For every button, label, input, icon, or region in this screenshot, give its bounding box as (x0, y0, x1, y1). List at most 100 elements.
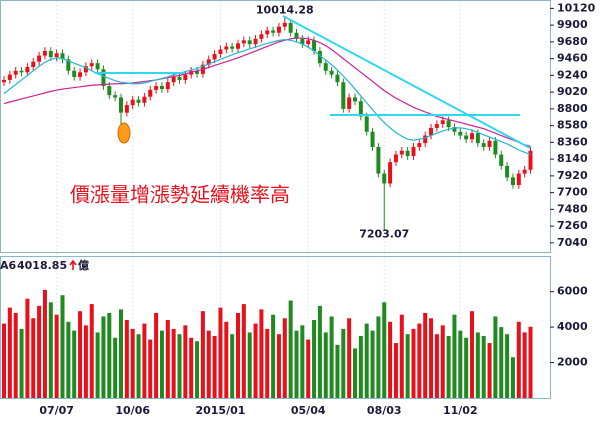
volume-bar (288, 300, 293, 398)
candle-body (42, 51, 47, 56)
candle-body (353, 97, 357, 102)
volume-bar (516, 321, 521, 398)
candle-body (241, 40, 246, 44)
volume-bar (13, 312, 18, 398)
volume-bar (306, 339, 311, 398)
moving-average (3, 38, 531, 156)
volume-bar (271, 314, 276, 398)
candle-body (259, 34, 264, 39)
candle-body (440, 120, 445, 125)
volume-bar (265, 328, 270, 398)
volume-bar (124, 320, 129, 398)
candle-body (499, 154, 504, 166)
candle-body (183, 74, 188, 80)
volume-bar (317, 305, 322, 398)
volume-bar (434, 334, 439, 398)
candle-body (154, 86, 159, 90)
x-tick-label: 2015/01 (195, 404, 245, 417)
candle-body (505, 165, 510, 178)
volume-bar (19, 328, 24, 398)
volume-bar (499, 327, 504, 398)
candle-body (300, 38, 305, 45)
volume-bar (323, 332, 328, 398)
volume-bar (470, 311, 474, 398)
candle-body (475, 133, 480, 144)
volume-bar (83, 325, 88, 398)
candle-body (370, 131, 375, 147)
volume-bar (335, 344, 340, 398)
volume-bar (183, 325, 188, 398)
volume-bar (66, 321, 71, 398)
volume-bar (113, 337, 118, 398)
candle-body (113, 95, 118, 98)
volume-bar (236, 312, 240, 398)
candle-body (95, 63, 100, 70)
volume-bar (475, 332, 480, 398)
candle-body (329, 70, 334, 75)
candle-body (446, 120, 451, 128)
candle-body (265, 30, 270, 35)
candle-body (317, 51, 322, 64)
x-tick-label: 08/03 (367, 404, 402, 417)
volume-bar (206, 330, 211, 398)
candle-body (31, 61, 36, 67)
candle-body (89, 63, 94, 67)
volume-bar (411, 328, 416, 398)
volume-unit: 億 (78, 258, 89, 272)
candle-body (434, 124, 439, 128)
volume-bar (218, 307, 223, 398)
volume-bar (276, 334, 281, 398)
volume-bar (154, 312, 159, 398)
x-tick-label: 07/07 (39, 404, 74, 417)
x-tick-label: 10/06 (115, 404, 150, 417)
candle-body (7, 74, 12, 80)
volume-bar (48, 302, 53, 398)
candle-body (382, 173, 387, 184)
volume-bar (423, 312, 428, 398)
volume-bar (241, 304, 246, 398)
candle-body (458, 131, 463, 136)
candle-body (25, 66, 30, 73)
volume-bar (329, 316, 334, 398)
candle-body (37, 55, 42, 62)
candle-body (195, 70, 200, 74)
volume-bar (505, 334, 510, 398)
candle-body (224, 46, 229, 50)
volume-bar (200, 311, 205, 398)
annotation: 價漲量增漲勢延續機率高 (70, 183, 290, 207)
y-tick-label: 9680 (557, 35, 588, 48)
candle-body (364, 116, 369, 132)
candle-body (142, 96, 147, 103)
volume-bar (54, 314, 59, 398)
y-tick-label: 9460 (557, 52, 588, 65)
volume-bar (429, 318, 434, 398)
candle-body (72, 70, 77, 77)
candle-body (165, 82, 170, 90)
high-label: 10014.28 (256, 3, 314, 16)
y-tick-label: 8140 (557, 152, 588, 165)
volume-bar (341, 328, 346, 398)
y-tick-label: 7920 (557, 169, 588, 182)
volume-bar (370, 330, 375, 398)
candle-body (481, 143, 486, 147)
candle-body (282, 22, 287, 27)
y-tick-label: 9240 (557, 68, 588, 81)
volume-tick-label: 2000 (557, 356, 588, 369)
volume-value: 4018.85 (17, 259, 67, 272)
volume-label: A6 (0, 259, 17, 272)
volume-bar (452, 314, 457, 398)
volume-bar (405, 334, 410, 398)
plot (2, 1, 533, 398)
volume-bar (2, 323, 6, 398)
low-label: 7203.07 (359, 227, 409, 240)
candle-body (510, 177, 515, 186)
y-tick-label: 7480 (557, 202, 588, 215)
volume-bar (89, 304, 94, 398)
volume-bar (487, 343, 492, 398)
volume-bar (393, 343, 398, 398)
volume-bar (119, 309, 123, 398)
candle-body (236, 43, 240, 49)
volume-bar (510, 357, 515, 398)
candle-body (13, 70, 18, 75)
candle-body (294, 32, 299, 39)
